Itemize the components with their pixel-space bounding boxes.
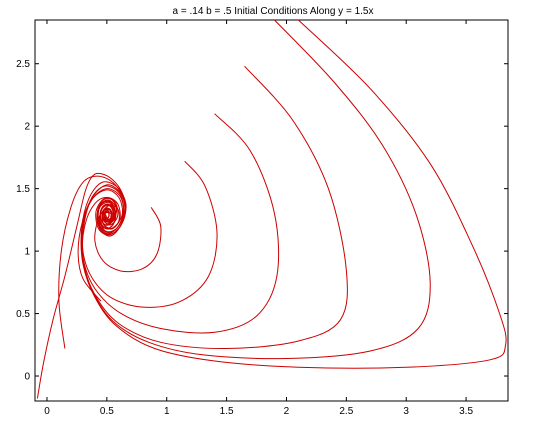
y-tick-label: 2: [24, 122, 30, 133]
y-tick-label: 0: [24, 372, 30, 383]
x-tick-label: 2: [284, 406, 290, 417]
y-tick-label: 1: [24, 247, 30, 258]
y-tick-label: 1.5: [16, 184, 30, 195]
x-tick-label: 1: [164, 406, 170, 417]
y-tick-label: 2.5: [16, 59, 30, 70]
chart-title: a = .14 b = .5 Initial Conditions Along …: [173, 6, 374, 17]
x-tick-label: 1.5: [220, 406, 234, 417]
y-tick-label: 0.5: [16, 309, 30, 320]
x-tick-label: 3: [403, 406, 409, 417]
x-tick-label: 0.5: [100, 406, 114, 417]
x-tick-label: 2.5: [339, 406, 353, 417]
x-tick-label: 0: [44, 406, 50, 417]
x-tick-label: 3.5: [459, 406, 473, 417]
